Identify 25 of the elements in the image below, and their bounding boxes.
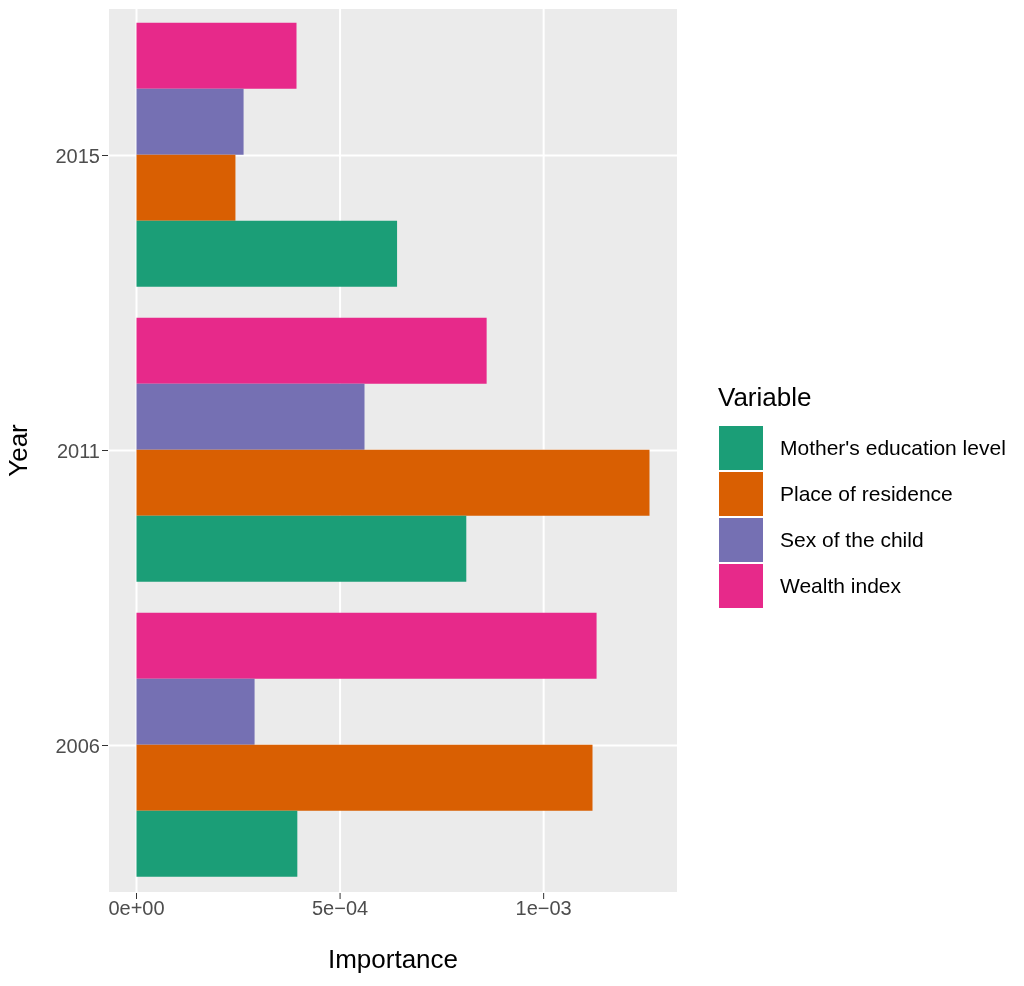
x-tick-label: 5e−04 [311,897,369,920]
bar [136,88,244,155]
legend-label: Wealth index [780,574,902,598]
bar [136,22,297,89]
legend-title: Variable [718,382,813,413]
y-tick-label: 2011 [56,439,100,462]
legend-label: Sex of the child [780,528,924,552]
legend-label: Mother's education level [780,436,1006,460]
bar [136,744,593,811]
y-tick-label: 2015 [55,144,100,167]
x-axis-title: Importance [327,944,459,974]
bar [136,612,597,679]
y-axis-title: Year [3,423,34,477]
bar [136,515,467,582]
bar [136,449,650,516]
bar [136,220,398,287]
legend-label: Place of residence [780,482,953,506]
bar [136,383,365,450]
y-tick-label: 2006 [55,734,100,757]
bar [136,678,255,745]
x-tick-label: 0e+00 [108,897,165,920]
bar [136,810,298,877]
bar [136,317,487,384]
x-tick-label: 1e−03 [515,897,572,920]
bar [136,154,236,221]
